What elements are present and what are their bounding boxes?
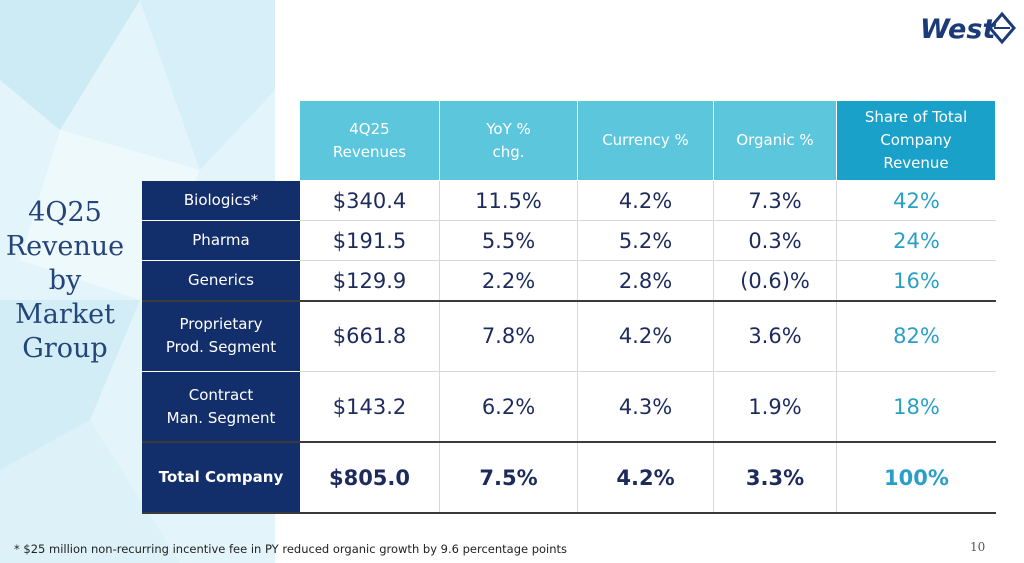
column-header: 4Q25 Revenues: [300, 101, 439, 180]
table-cell: (0.6)%: [714, 261, 837, 301]
table-cell: 4.2%: [578, 443, 714, 513]
row-label: Total Company: [142, 443, 300, 513]
table-cell: 4.2%: [578, 181, 714, 221]
title-line: by: [48, 265, 82, 296]
section-divider: [142, 300, 996, 302]
title-line: Group: [22, 333, 108, 364]
column-header: Currency %: [578, 101, 713, 180]
row-label: Contract Man. Segment: [142, 372, 300, 443]
table-cell: 4.2%: [578, 301, 714, 372]
table-cell: 16%: [837, 261, 996, 301]
table-cell: $340.4: [300, 181, 440, 221]
table-cell: 4.3%: [578, 372, 714, 443]
column-header: Organic %: [714, 101, 836, 180]
row-label: Generics: [142, 261, 300, 301]
footnote: * $25 million non-recurring incentive fe…: [14, 542, 568, 556]
table-cell: 7.8%: [440, 301, 578, 372]
title-line: Revenue: [5, 231, 125, 262]
page-number: 10: [970, 540, 986, 554]
column-header: YoY % chg.: [440, 101, 577, 180]
row-label: Proprietary Prod. Segment: [142, 301, 300, 372]
table-cell: $805.0: [300, 443, 440, 513]
table-cell: 2.2%: [440, 261, 578, 301]
table-cell: $191.5: [300, 221, 440, 261]
table-cell: 1.9%: [714, 372, 837, 443]
column-header: Share of Total Company Revenue: [837, 101, 995, 180]
table-cell: $129.9: [300, 261, 440, 301]
table-cell: 3.6%: [714, 301, 837, 372]
table-cell: 7.3%: [714, 181, 837, 221]
table-cell: 42%: [837, 181, 996, 221]
table-cell: 0.3%: [714, 221, 837, 261]
table-cell: $143.2: [300, 372, 440, 443]
table-cell: 7.5%: [440, 443, 578, 513]
table-cell: 5.5%: [440, 221, 578, 261]
slide-title: 4Q25 Revenue by Market Group: [0, 196, 130, 366]
title-line: Market: [15, 299, 115, 330]
table-cell: 2.8%: [578, 261, 714, 301]
table-cell: 5.2%: [578, 221, 714, 261]
row-label: Pharma: [142, 221, 300, 261]
table-cell: 6.2%: [440, 372, 578, 443]
table-cell: 3.3%: [714, 443, 837, 513]
table-cell: 100%: [837, 443, 996, 513]
row-label: Biologics*: [142, 181, 300, 221]
title-line: 4Q25: [28, 197, 102, 228]
section-divider: [142, 441, 996, 443]
logo: West: [920, 11, 1016, 45]
table-cell: 18%: [837, 372, 996, 443]
table-cell: 24%: [837, 221, 996, 261]
table-bottom-rule: [142, 512, 996, 514]
logo-text: West: [920, 14, 996, 45]
table-cell: 11.5%: [440, 181, 578, 221]
table-cell: 82%: [837, 301, 996, 372]
table-cell: $661.8: [300, 301, 440, 372]
